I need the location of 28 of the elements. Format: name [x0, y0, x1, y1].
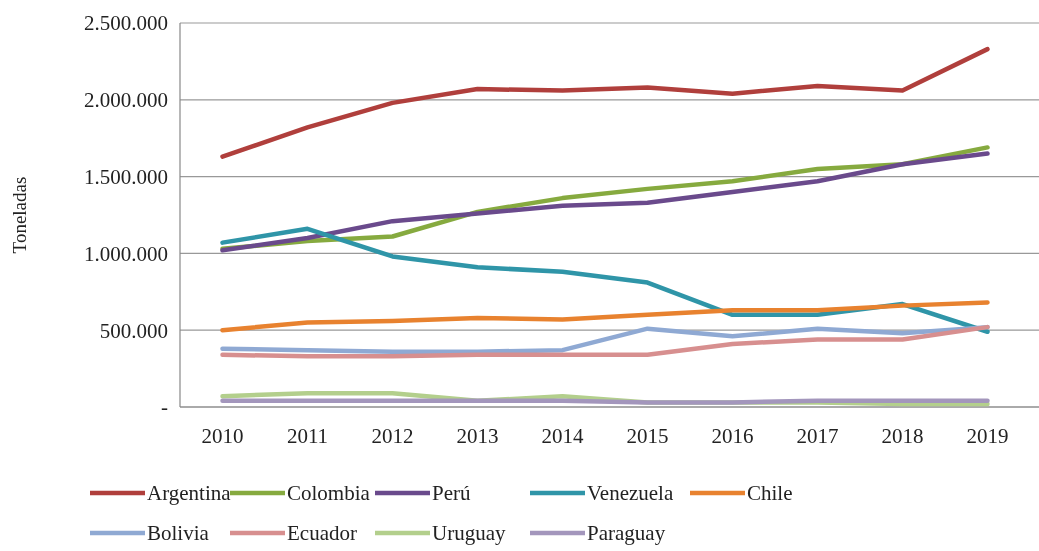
line-series [220, 300, 990, 333]
legend-label: Argentina [147, 481, 232, 506]
legend-label: Uruguay [432, 521, 506, 546]
legend-label: Colombia [287, 481, 371, 506]
y-tick-label: 2.000.000 [84, 88, 168, 113]
x-tick-label: 2013 [456, 424, 499, 448]
x-tick-label: 2015 [626, 424, 669, 448]
x-tick-label: 2016 [711, 424, 754, 448]
y-axis-title: Toneladas [9, 176, 30, 254]
legend-label: Bolivia [147, 521, 210, 546]
legend-label: Chile [747, 481, 793, 506]
x-tick-label: 2019 [966, 424, 1009, 448]
legend-label: Ecuador [287, 521, 357, 546]
x-tick-label: 2014 [541, 424, 584, 448]
y-tick-label: 1.000.000 [84, 241, 168, 266]
legend-label: Paraguay [587, 521, 666, 546]
y-tick-label: 500.000 [99, 318, 168, 343]
x-tick-label: 2010 [201, 424, 244, 448]
y-tick-label: - [161, 395, 168, 420]
x-tick-label: 2012 [371, 424, 414, 448]
x-tick-label: 2017 [796, 424, 839, 448]
legend-label: Venezuela [587, 481, 674, 506]
x-tick-label: 2011 [286, 424, 329, 448]
x-tick-label: 2018 [881, 424, 924, 448]
line-series [220, 46, 990, 159]
y-tick-label: 1.500.000 [84, 164, 168, 189]
legend-label: Perú [432, 481, 471, 506]
y-tick-label: 2.500.000 [84, 11, 168, 36]
